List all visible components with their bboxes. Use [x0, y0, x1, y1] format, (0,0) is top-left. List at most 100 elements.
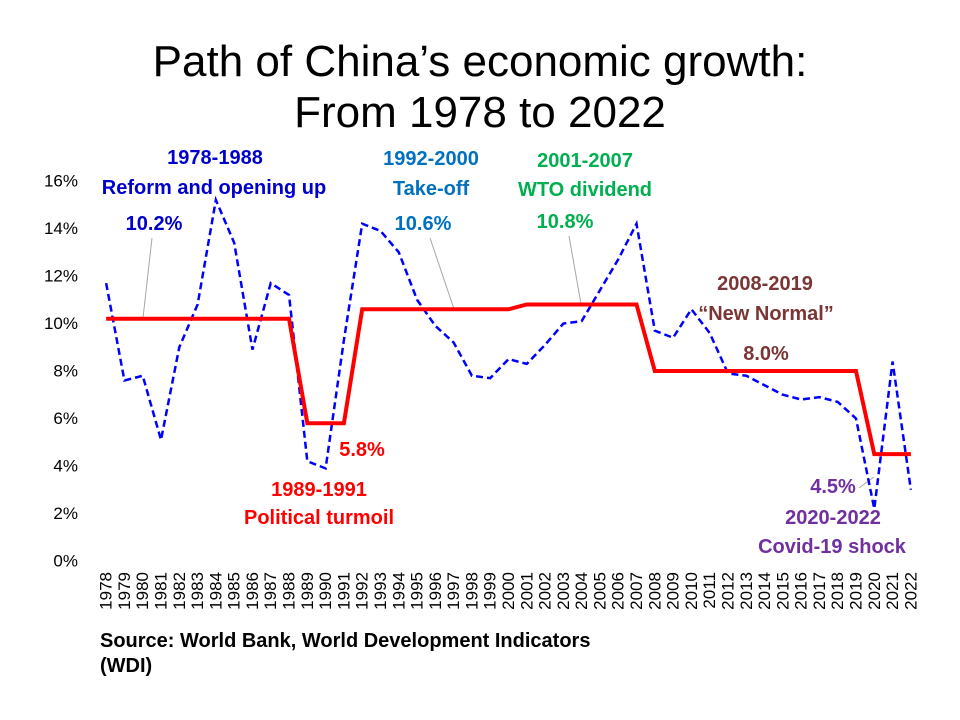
- x-tick-label: 2008: [645, 572, 664, 610]
- x-tick-label: 2019: [846, 572, 865, 610]
- growth-rate-point-1987: [269, 281, 273, 285]
- x-tick-label: 1988: [280, 572, 299, 610]
- x-tick-label: 1978: [97, 572, 116, 610]
- x-tick-label: 2014: [755, 572, 774, 610]
- growth-rate-point-2010: [689, 307, 693, 311]
- x-tick-label: 1996: [426, 572, 445, 610]
- period-average-point-2004: [580, 303, 584, 307]
- growth-rate-point-1992: [360, 222, 364, 226]
- x-tick-label: 1981: [152, 572, 171, 610]
- growth-rate-point-2002: [543, 343, 547, 347]
- growth-rate-point-2011: [708, 331, 712, 335]
- x-tick-label: 1985: [225, 572, 244, 610]
- period-average-point-2014: [763, 369, 767, 373]
- period-average-point-2017: [817, 369, 821, 373]
- x-tick-label: 2015: [773, 572, 792, 610]
- x-tick-label: 2016: [792, 572, 811, 610]
- annotation-period: 1989-1991: [271, 479, 367, 501]
- x-tick-label: 1984: [206, 572, 225, 610]
- x-tick-label: 2017: [810, 572, 829, 610]
- x-tick-label: 2011: [700, 572, 719, 609]
- x-tick-label: 2000: [499, 572, 518, 610]
- annotation-period: 2020-2022: [785, 507, 881, 529]
- growth-rate-point-2021: [891, 360, 895, 364]
- period-average-point-1999: [488, 307, 492, 311]
- period-average-point-2008: [653, 369, 657, 373]
- x-tick-label: 2009: [664, 572, 683, 610]
- growth-rate-point-1982: [177, 345, 181, 349]
- period-average-point-1995: [415, 307, 419, 311]
- annotation-label: Reform and opening up: [102, 177, 326, 199]
- period-average-line: [106, 302, 911, 457]
- period-average-point-1978: [104, 317, 108, 321]
- x-tick-label: 2018: [828, 572, 847, 610]
- annotation-period: 1978-1988: [167, 147, 263, 169]
- y-tick-label: 4%: [53, 457, 78, 476]
- x-tick-label: 2005: [590, 572, 609, 610]
- period-average-point-2012: [726, 369, 730, 373]
- y-tick-label: 8%: [53, 362, 78, 381]
- x-tick-label: 2012: [718, 572, 737, 610]
- growth-rate-point-2009: [671, 336, 675, 340]
- annotation-period: 1992-2000: [383, 148, 479, 170]
- annotation-value: 8.0%: [743, 343, 789, 365]
- annotation-new-normal: 2008-2019 “New Normal” 8.0%: [698, 273, 834, 365]
- y-tick-label: 14%: [44, 219, 78, 238]
- x-tick-label: 1994: [389, 572, 408, 610]
- annotation-label: Take-off: [393, 178, 470, 200]
- leader-line-wto: [568, 235, 582, 305]
- x-tick-label: 1992: [353, 572, 372, 610]
- x-tick-label: 2013: [737, 572, 756, 610]
- annotation-label: Political turmoil: [244, 507, 394, 529]
- x-tick-label: 2004: [572, 572, 591, 610]
- source-note-line-2: (WDI): [100, 655, 152, 677]
- growth-rate-point-2015: [781, 393, 785, 397]
- x-tick-label: 1997: [444, 572, 463, 610]
- period-average-point-2006: [616, 303, 620, 307]
- growth-rate-point-2018: [836, 400, 840, 404]
- period-average-point-1998: [470, 307, 474, 311]
- annotation-value: 5.8%: [339, 439, 385, 461]
- period-average-point-1993: [378, 307, 382, 311]
- growth-rate-point-2005: [598, 288, 602, 292]
- period-average-point-1981: [159, 317, 163, 321]
- x-tick-label: 1995: [408, 572, 427, 610]
- period-average-point-1992: [360, 307, 364, 311]
- x-tick-label: 1980: [133, 572, 152, 610]
- period-average-point-2003: [561, 303, 565, 307]
- x-tick-label: 1979: [115, 572, 134, 610]
- growth-rate-point-1980: [141, 374, 145, 378]
- growth-rate-point-1978: [104, 281, 108, 285]
- growth-rate-point-1994: [397, 250, 401, 254]
- x-tick-label: 1990: [316, 572, 335, 610]
- period-average-point-1997: [452, 307, 456, 311]
- x-tick-label: 2022: [901, 572, 920, 610]
- period-average-point-1982: [177, 317, 181, 321]
- period-average-point-2001: [525, 303, 529, 307]
- growth-rate-line: [104, 195, 913, 509]
- growth-rate-point-2016: [799, 398, 803, 402]
- chart-title-line-1: Path of China’s economic growth:: [153, 37, 808, 86]
- annotation-political-turmoil: 5.8% 1989-1991 Political turmoil: [244, 439, 394, 529]
- period-average-point-2011: [708, 369, 712, 373]
- annotation-covid: 4.5% 2020-2022 Covid-19 shock: [758, 476, 907, 558]
- period-average-point-2005: [598, 303, 602, 307]
- period-average-point-1994: [397, 307, 401, 311]
- y-tick-label: 10%: [44, 314, 78, 333]
- x-tick-label: 2001: [517, 572, 536, 610]
- growth-rate-point-1993: [378, 229, 382, 233]
- growth-rate-point-1990: [324, 466, 328, 470]
- growth-rate-point-1981: [159, 438, 163, 442]
- x-tick-label: 1987: [261, 572, 280, 610]
- growth-rate-point-2022: [909, 488, 913, 492]
- x-tick-label: 1983: [188, 572, 207, 610]
- chart-title-line-2: From 1978 to 2022: [294, 88, 666, 137]
- growth-rate-point-1995: [415, 298, 419, 302]
- period-average-point-1996: [433, 307, 437, 311]
- growth-rate-point-2006: [616, 257, 620, 261]
- period-average-point-1985: [232, 317, 236, 321]
- y-tick-label: 16%: [44, 172, 78, 191]
- x-tick-label: 2021: [883, 572, 902, 610]
- y-tick-label: 6%: [53, 409, 78, 428]
